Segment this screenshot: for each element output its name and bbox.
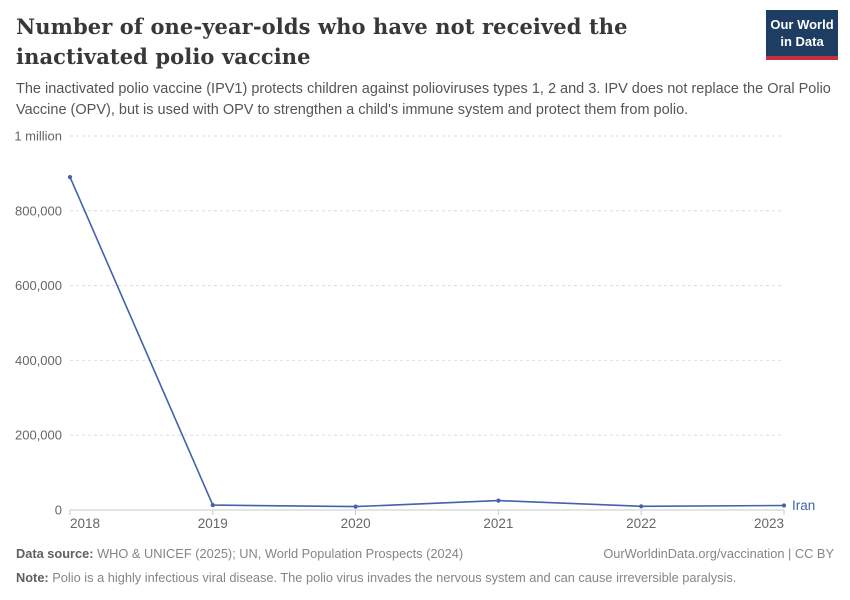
x-tick-label: 2023 (754, 516, 784, 531)
x-tick-label: 2019 (198, 516, 228, 531)
data-source-label: Data source: (16, 546, 94, 561)
data-line[interactable] (69, 176, 785, 508)
x-tick-label: 2020 (341, 516, 371, 531)
data-point[interactable] (496, 498, 501, 503)
data-point[interactable] (67, 175, 73, 180)
owid-logo-line2: in Data (780, 33, 824, 49)
x-tick-label: 2018 (70, 516, 100, 531)
chart-footer: Data source: WHO & UNICEF (2025); UN, Wo… (16, 545, 834, 587)
owid-logo-line1: Our World (770, 17, 834, 32)
note-value: Polio is a highly infectious viral disea… (52, 570, 737, 586)
y-tick-label: 0 (55, 503, 62, 518)
data-point[interactable] (639, 504, 644, 509)
page-title: Number of one-year-olds who have not rec… (16, 14, 628, 69)
y-tick-label: 400,000 (15, 353, 62, 368)
y-tick-label: 200,000 (15, 428, 62, 443)
y-tick-label: 800,000 (15, 203, 62, 218)
data-point[interactable] (781, 503, 787, 508)
data-source-value: WHO & UNICEF (2025); UN, World Populatio… (97, 546, 464, 561)
chart-subtitle: The inactivated polio vaccine (IPV1) pro… (16, 81, 831, 118)
entity-label[interactable]: Iran (792, 498, 815, 513)
x-tick-label: 2022 (626, 516, 656, 531)
note-label: Note: (16, 570, 49, 586)
license-link[interactable]: OurWorldinData.org/vaccination | CC BY (603, 546, 834, 561)
data-point[interactable] (210, 503, 215, 508)
note-text: Note: Polio is a highly infectious viral… (16, 569, 834, 586)
chart-area: 0 200,000 400,000 600,000 800,000 1 million 20… (0, 125, 850, 535)
data-source-text: Data source: WHO & UNICEF (2025); UN, Wo… (16, 545, 463, 562)
data-point[interactable] (353, 504, 358, 509)
y-tick-label: 600,000 (15, 278, 62, 293)
x-tick-label: 2021 (483, 516, 513, 531)
y-tick-label: 1 million (14, 129, 62, 144)
line-chart[interactable]: 0 200,000 400,000 600,000 800,000 1 million 20… (0, 125, 850, 535)
owid-logo: Our World in Data (766, 10, 838, 60)
